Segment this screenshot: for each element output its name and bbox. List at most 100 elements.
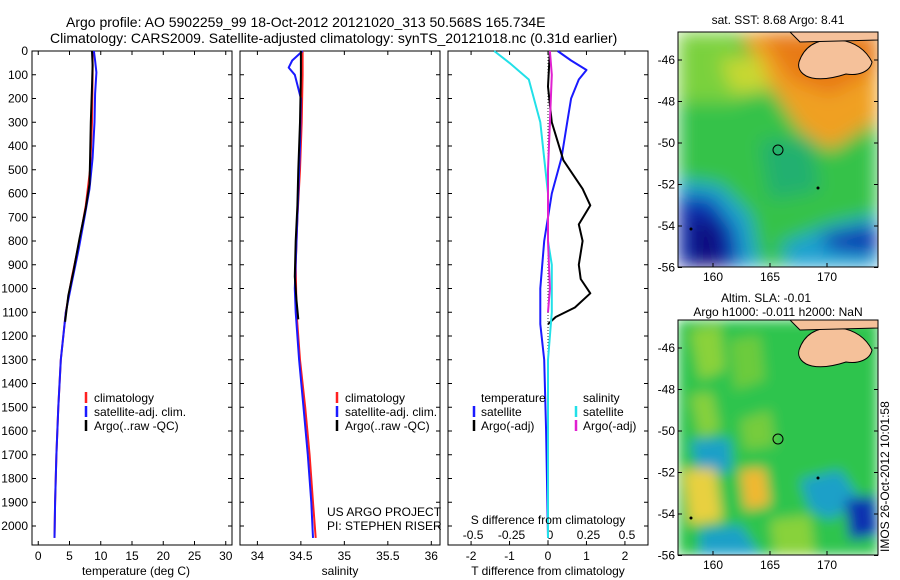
sal-legend-climatology: climatology: [345, 391, 405, 405]
sst-map: sat. SST: 8.68 Argo: 8.41 -46 -48 -50 -52 -5…: [658, 13, 879, 284]
y-tick-label: 800: [8, 234, 28, 248]
series-line-temperature-argo-raw-qc-: [64, 50, 94, 322]
x-tick-label: 5: [66, 549, 73, 563]
map-x-tick-label: 165: [760, 270, 780, 284]
map-y-tick-label: -50: [658, 136, 676, 150]
x-tick-label-s: -0.5: [463, 528, 484, 542]
x-tick-label: 1: [583, 549, 590, 563]
sal-x-axis-label: salinity: [322, 564, 359, 578]
figure-title-line2: Climatology: CARS2009. Satellite-adjuste…: [50, 30, 618, 46]
temp-x-axis-label: temperature (deg C): [82, 564, 190, 578]
map-y-tick-label: -46: [658, 341, 676, 355]
imos-timestamp: IMOS 26-Oct-2012 10:01:58: [878, 401, 892, 552]
y-tick-label: 1000: [1, 282, 28, 296]
temp-legend-climatology: climatology: [94, 391, 154, 405]
sal-annotation-project: US ARGO PROJECT: [327, 505, 442, 519]
diff-legend-sal-argo: Argo(-adj): [583, 419, 636, 433]
sla-map-title-line2: Argo h1000: -0.011 h2000: NaN: [693, 305, 862, 319]
diff-s-axis-label: S difference from climatology: [471, 513, 626, 527]
y-tick-label: 700: [8, 210, 28, 224]
y-tick-label: 2000: [1, 519, 28, 533]
temp-legend-satellite: satellite-adj. clim.: [94, 405, 186, 419]
x-tick-label: 35: [338, 549, 352, 563]
x-tick-label: 0: [35, 549, 42, 563]
sst-argo-location-marker: [772, 144, 784, 156]
y-tick-label: 1600: [1, 424, 28, 438]
diff-legend-temp-argo: Argo(-adj): [481, 419, 534, 433]
y-tick-label: 100: [8, 68, 28, 82]
salinity-panel: 34 34.5 35 35.5 36: [239, 50, 441, 563]
map-x-tick-label: 160: [703, 558, 723, 572]
map-x-tick-label: 160: [703, 270, 723, 284]
x-tick-label-s: 0.5: [619, 528, 636, 542]
y-tick-label: 1400: [1, 377, 28, 391]
x-tick-label: -2: [466, 549, 477, 563]
y-tick-label: 600: [8, 187, 28, 201]
y-tick-label: 1100: [2, 305, 28, 319]
y-tick-label: 1200: [1, 329, 28, 343]
map-y-tick-label: -48: [658, 383, 676, 397]
plot-frame-salinity: [239, 50, 441, 546]
difference-panel: -2 -0.5 -1 -0.25 0 0 1 0.25 2 0.5: [447, 50, 649, 563]
sal-annotation-pi: PI: STEPHEN RISER: [327, 519, 442, 533]
x-tick-label: 35.5: [376, 549, 400, 563]
map-y-tick-label: -48: [658, 95, 676, 109]
x-tick-label: 25: [188, 549, 202, 563]
map-y-tick-label: -52: [658, 178, 676, 192]
x-tick-label: 10: [94, 549, 108, 563]
map-x-tick-label: 170: [817, 558, 837, 572]
series-line-difference-salinity-argo-adj-: [547, 50, 553, 313]
sal-legend-argo: Argo(..raw -QC): [345, 419, 430, 433]
sla-map-title-line1: Altim. SLA: -0.01: [721, 291, 811, 305]
x-tick-label-s: 0.25: [577, 528, 601, 542]
diff-legend-temperature-heading: temperature: [481, 391, 546, 405]
y-tick-label: 400: [8, 139, 28, 153]
y-tick-label: 1700: [1, 448, 28, 462]
sla-argo-location-marker: [772, 433, 784, 445]
map-y-tick-label: -56: [658, 549, 676, 563]
x-tick-label: 30: [219, 549, 233, 563]
x-tick-label: 2: [622, 549, 629, 563]
map-x-tick-label: 170: [817, 270, 837, 284]
x-tick-label: 36: [425, 549, 439, 563]
x-tick-label-s: -0.25: [498, 528, 526, 542]
x-tick-label: 34.5: [289, 549, 313, 563]
map-y-tick-label: -52: [658, 466, 676, 480]
diff-legend-sal-satellite: satellite: [583, 405, 624, 419]
sst-map-title: sat. SST: 8.68 Argo: 8.41: [712, 13, 845, 27]
x-tick-label-s: 0: [547, 528, 554, 542]
map-y-tick-label: -46: [658, 53, 676, 67]
series-line-difference-temperature-satellite: [539, 50, 588, 538]
y-tick-label: 500: [8, 163, 28, 177]
map-y-tick-label: -54: [658, 219, 676, 233]
x-tick-label: 15: [125, 549, 139, 563]
x-tick-label: 0: [545, 549, 552, 563]
y-tick-label: 900: [8, 258, 28, 272]
temp-legend-argo: Argo(..raw -QC): [94, 419, 179, 433]
y-tick-label: 1900: [1, 495, 28, 509]
figure-title-line1: Argo profile: AO 5902259_99 18-Oct-2012 …: [66, 14, 546, 30]
sla-map: Altim. SLA: -0.01 Argo h1000: -0.011 h20…: [658, 291, 879, 572]
x-tick-label: 34: [251, 549, 265, 563]
map-y-tick-label: -56: [658, 261, 676, 275]
sal-legend-satellite: satellite-adj. clim.: [345, 405, 437, 419]
y-tick-label: 0: [21, 44, 28, 58]
y-tick-label: 200: [8, 92, 28, 106]
temperature-panel: 0 5 10 15 20 25 300100200300400500600700800900…: [1, 44, 232, 563]
x-tick-label: -1: [504, 549, 515, 563]
y-tick-label: 1800: [1, 472, 28, 486]
map-y-tick-label: -54: [658, 507, 676, 521]
diff-legend-temp-satellite: satellite: [481, 405, 522, 419]
map-y-tick-label: -50: [658, 424, 676, 438]
series-line-salinity-argo-raw-qc-: [293, 51, 302, 320]
plot-frame-temperature: [31, 50, 233, 546]
y-tick-label: 1500: [1, 400, 28, 414]
series-line-difference-temperature-argo-adj-: [547, 50, 592, 325]
map-x-tick-label: 165: [760, 558, 780, 572]
y-tick-label: 300: [8, 115, 28, 129]
diff-t-axis-label: T difference from climatology: [471, 564, 625, 578]
x-tick-label: 20: [157, 549, 171, 563]
diff-legend-salinity-heading: salinity: [583, 391, 620, 405]
y-tick-label: 1300: [1, 353, 28, 367]
